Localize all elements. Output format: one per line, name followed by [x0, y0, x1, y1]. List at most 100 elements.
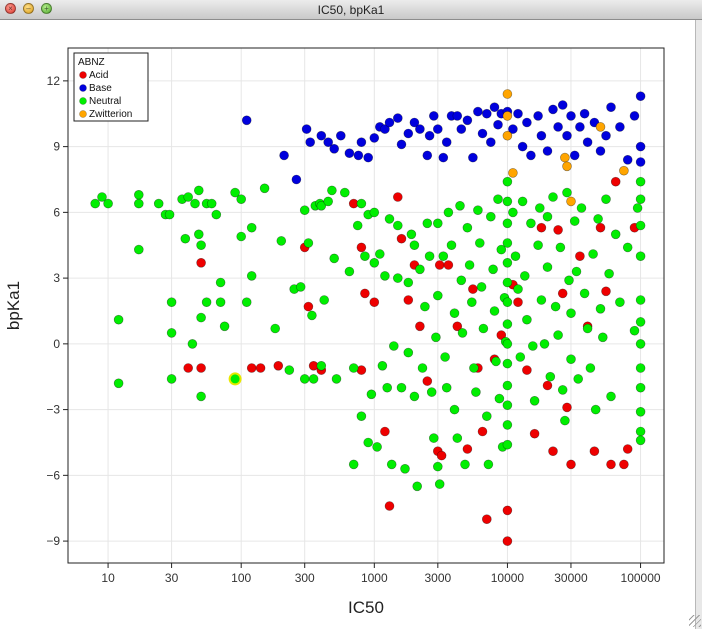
data-point [526, 150, 536, 161]
legend-label-acid: Acid [89, 70, 108, 81]
data-point [319, 295, 330, 305]
data-point [420, 301, 430, 312]
x-tick-label: 100000 [621, 571, 661, 585]
data-point [449, 404, 460, 415]
resize-grip[interactable] [689, 615, 701, 627]
data-point [595, 222, 606, 233]
data-point [113, 314, 124, 325]
data-point [635, 141, 646, 152]
data-point [305, 137, 316, 147]
data-point [619, 165, 629, 176]
data-point [369, 258, 380, 268]
data-point [569, 216, 580, 226]
data-point [166, 328, 177, 338]
data-point [582, 137, 593, 147]
data-point [539, 339, 550, 349]
data-point [374, 249, 385, 259]
data-point [595, 146, 606, 156]
data-point [555, 242, 566, 253]
data-point [432, 461, 443, 472]
data-point [522, 314, 532, 325]
legend-marker-zwitterion [79, 110, 87, 118]
data-point [553, 225, 563, 235]
zoom-icon[interactable]: + [41, 3, 52, 14]
series-acid [183, 176, 640, 546]
data-point [396, 139, 407, 150]
data-point [502, 536, 513, 546]
data-point [403, 128, 414, 139]
data-point [585, 363, 596, 373]
data-point [316, 201, 327, 211]
data-point [183, 363, 193, 373]
data-point [557, 288, 568, 299]
data-point [353, 150, 364, 161]
data-point [352, 220, 363, 231]
close-icon[interactable]: × [5, 3, 16, 14]
data-point [502, 258, 513, 268]
window-titlebar: × – + IC50, bpKa1 [0, 0, 702, 20]
data-point [573, 374, 584, 384]
data-point [270, 323, 281, 334]
data-point [477, 128, 488, 139]
data-point [635, 406, 646, 417]
minimize-icon[interactable]: – [23, 3, 34, 14]
data-point [610, 229, 621, 240]
data-point [422, 376, 433, 386]
data-point [545, 371, 556, 382]
data-point [542, 211, 553, 222]
data-point [153, 198, 164, 209]
data-point [424, 130, 435, 141]
data-point [519, 271, 530, 281]
data-point [446, 240, 457, 250]
data-point [502, 277, 513, 288]
data-point [632, 203, 643, 213]
data-point [295, 282, 306, 292]
data-point [566, 196, 576, 207]
data-point [396, 233, 407, 244]
data-point [481, 411, 492, 422]
data-point [502, 238, 513, 248]
data-point [384, 214, 395, 224]
grid-lines [68, 48, 664, 563]
x-tick-label: 10000 [491, 571, 525, 585]
data-point [356, 198, 367, 209]
window-title: IC50, bpKa1 [317, 3, 385, 17]
data-point [134, 198, 144, 209]
data-point [635, 382, 646, 393]
data-point [566, 308, 576, 319]
data-point [438, 251, 449, 261]
data-point [388, 341, 399, 351]
window-right-border [695, 20, 702, 629]
data-point [369, 133, 380, 143]
data-point [422, 150, 433, 161]
data-point [478, 323, 489, 334]
data-point [635, 251, 646, 261]
data-point [443, 207, 454, 218]
data-point [183, 192, 193, 202]
data-point [508, 124, 518, 134]
data-point [502, 176, 513, 187]
data-point [299, 205, 310, 215]
data-point [291, 174, 302, 185]
data-point [360, 251, 370, 261]
data-point [363, 152, 374, 163]
legend-label-base: Base [89, 83, 112, 94]
data-point [308, 374, 319, 384]
data-point [533, 240, 543, 250]
data-point [201, 297, 212, 308]
data-point [534, 203, 545, 213]
data-point [323, 196, 334, 207]
data-point [348, 363, 359, 373]
series-neutral [90, 176, 646, 492]
data-point [166, 297, 177, 308]
data-point [619, 459, 629, 470]
data-point [548, 104, 558, 115]
data-point [494, 393, 505, 404]
x-tick-label: 3000 [424, 571, 451, 585]
data-point [211, 209, 222, 220]
data-point [526, 218, 536, 229]
data-point [230, 187, 240, 198]
data-point [593, 214, 603, 224]
data-point [194, 185, 204, 196]
legend-marker-acid [79, 71, 87, 79]
